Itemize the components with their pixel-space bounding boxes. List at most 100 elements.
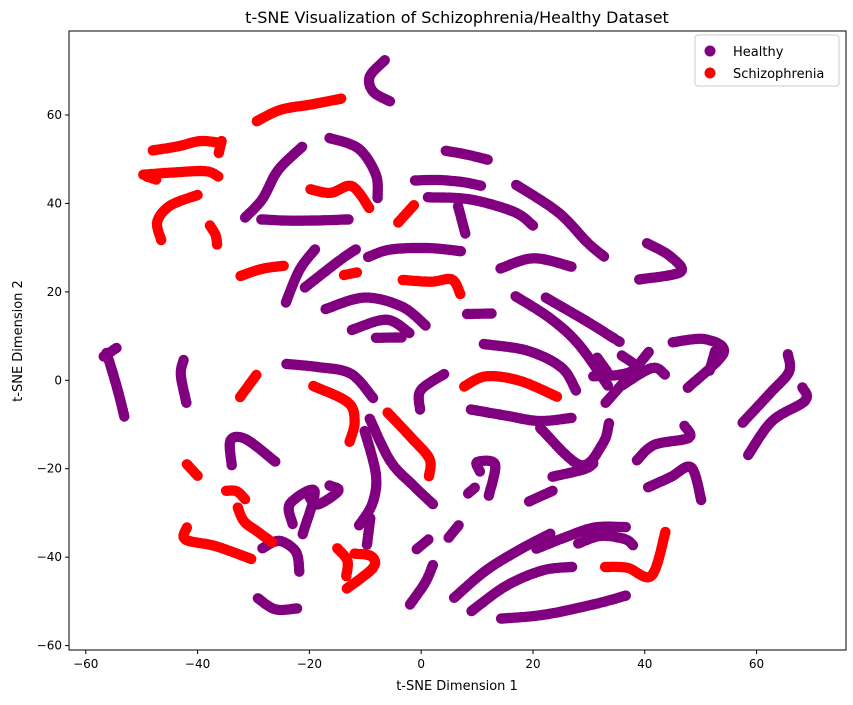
data-point-healthy-29-23 [659,369,671,380]
legend-label-healthy: Healthy [733,45,784,60]
y-tick-label: −20 [37,462,62,476]
data-point-healthy-27-30 [616,350,627,361]
data-point-healthy-43-22 [427,559,439,571]
data-point-healthy-53-54 [545,528,556,539]
data-point-healthy-32-10 [704,365,715,376]
data-point-healthy-25-23 [414,404,426,415]
points-layer [98,55,813,624]
data-point-healthy-0-28 [384,96,396,107]
data-point-healthy-49-50 [603,418,615,429]
legend: Healthy Schizophrenia [694,34,840,87]
data-point-schizophrenia-4-5 [151,174,162,185]
data-point-healthy-35-51 [427,498,439,510]
data-point-healthy-26-48 [566,412,577,424]
y-tick-label: 20 [47,285,62,299]
data-point-healthy-39-44 [297,529,308,540]
data-point-healthy-51-34 [679,420,690,431]
data-point-healthy-50-20 [588,458,599,469]
axes-frame [68,30,847,651]
data-point-healthy-55-59 [620,590,631,601]
data-point-healthy-44-7 [423,534,434,545]
data-point-schizophrenia-7-34 [364,202,375,214]
data-point-healthy-48-12 [547,485,558,496]
data-point-healthy-30-31 [600,397,611,408]
series-schizophrenia [138,93,671,594]
data-point-healthy-8-53 [598,251,610,262]
data-point-healthy-7-13 [460,228,471,239]
data-point-healthy-40-29 [294,566,305,577]
data-point-healthy-3-42 [343,214,354,225]
series-healthy [98,55,813,624]
data-point-healthy-9-41 [634,274,645,285]
data-point-schizophrenia-17-11 [239,494,251,505]
ticks-layer: −60 −40 −20 0 20 40 60 −60 −40 −20 0 20 40 60 [37,108,765,671]
data-point-schizophrenia-10-6 [351,267,363,278]
data-point-healthy-45-8 [453,520,464,531]
data-point-healthy-16-12 [396,332,407,343]
data-point-healthy-18-60 [602,380,614,391]
data-point-schizophrenia-14-38 [423,471,435,482]
x-tick-label: −60 [73,657,98,671]
data-point-schizophrenia-20-16 [341,571,352,582]
data-point-schizophrenia-5-33 [192,189,203,201]
data-point-healthy-6-52 [527,220,539,231]
x-tick-label: 20 [525,657,540,671]
data-point-healthy-41-20 [291,603,303,614]
x-tick-label: 40 [637,657,652,671]
data-point-healthy-24-47 [367,392,379,404]
x-tick-label: 60 [749,657,764,671]
data-point-schizophrenia-9-22 [278,260,289,271]
x-tick-label: −20 [297,657,322,671]
legend-box [694,34,840,87]
data-point-healthy-4-32 [475,180,487,191]
data-point-healthy-34-44 [743,449,754,461]
data-point-healthy-17-12 [461,308,473,320]
legend-marker-schizophrenia [704,67,716,79]
x-tick-label: 0 [417,657,425,671]
data-point-healthy-36-47 [353,520,365,531]
data-point-schizophrenia-8-11 [408,200,420,211]
x-tick-label: −40 [185,657,210,671]
data-point-healthy-12-44 [455,246,467,257]
y-tick-label: 0 [54,373,62,387]
data-point-healthy-20-52 [570,385,582,396]
x-axis-label: t-SNE Dimension 1 [396,679,518,694]
data-point-schizophrenia-13-38 [344,436,355,447]
data-point-healthy-13-34 [566,261,577,272]
data-point-schizophrenia-3-36 [213,171,224,182]
data-point-healthy-56-44 [620,521,631,533]
data-point-schizophrenia-12-13 [251,369,262,381]
data-point-schizophrenia-2-6 [213,147,224,159]
y-axis-label: t-SNE Dimension 2 [11,280,26,402]
data-point-healthy-15-30 [404,327,415,339]
data-point-schizophrenia-19-39 [246,553,257,565]
data-point-healthy-19-41 [614,336,625,347]
data-point-healthy-31-49 [682,382,693,393]
data-point-schizophrenia-22-44 [660,526,671,538]
data-point-healthy-14-51 [420,320,431,331]
data-point-schizophrenia-18-24 [266,536,278,548]
data-point-schizophrenia-11-31 [455,288,466,300]
data-point-healthy-2-43 [239,212,251,223]
y-tick-label: 60 [47,108,62,122]
y-tick-label: 40 [47,196,62,210]
data-point-healthy-47-5 [462,488,474,499]
legend-marker-healthy [704,45,716,57]
data-point-healthy-42-13 [365,513,376,524]
chart-title: t-SNE Visualization of Schizophrenia/Hea… [245,8,669,27]
data-point-healthy-23-21 [181,397,192,408]
legend-label-schizophrenia: Schizophrenia [733,67,824,82]
data-point-schizophrenia-21-30 [341,583,352,594]
data-point-healthy-1-41 [372,192,383,204]
y-tick-label: −40 [37,550,62,564]
data-point-schizophrenia-0-42 [336,93,347,104]
data-point-healthy-33-41 [737,417,748,428]
data-point-healthy-11-29 [350,244,361,255]
data-point-schizophrenia-16-8 [192,470,203,481]
data-point-healthy-52-39 [696,494,707,506]
data-point-healthy-57-28 [627,540,639,551]
data-point-healthy-5-21 [482,154,493,165]
data-point-schizophrenia-15-46 [551,391,563,402]
data-point-healthy-37-36 [270,456,281,467]
